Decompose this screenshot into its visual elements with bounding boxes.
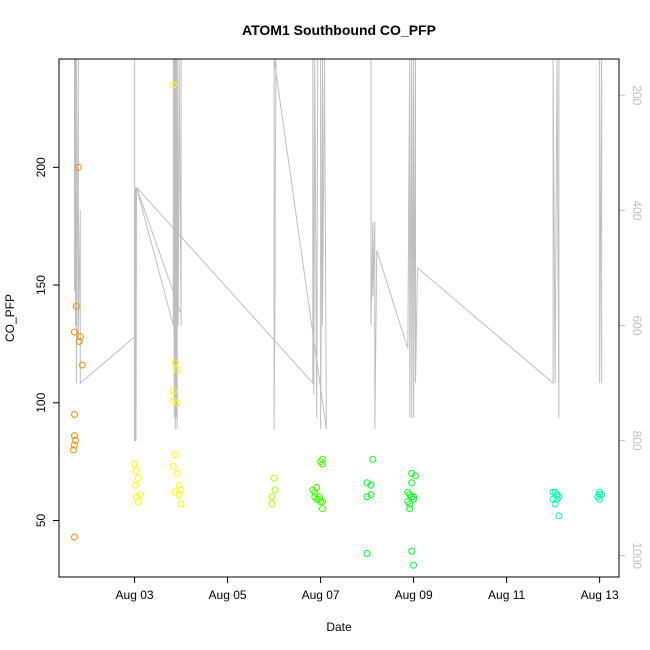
- data-point: [408, 547, 416, 555]
- y2-tick-label: 800: [630, 431, 644, 451]
- data-point: [553, 491, 561, 499]
- data-point: [134, 498, 142, 506]
- data-point: [169, 462, 177, 470]
- data-point: [270, 474, 278, 482]
- plot-frame: [58, 58, 620, 578]
- data-point: [412, 472, 419, 480]
- data-point: [406, 491, 414, 499]
- data-point: [268, 493, 276, 501]
- data-point: [72, 302, 80, 310]
- data-point: [133, 493, 140, 501]
- data-point: [551, 500, 559, 508]
- data-point: [367, 491, 375, 499]
- points-layer: [70, 81, 606, 569]
- data-point: [71, 533, 78, 541]
- data-point: [598, 491, 606, 499]
- y2-tick-label: 200: [630, 85, 644, 105]
- data-point: [173, 469, 181, 477]
- data-point: [131, 460, 139, 468]
- y2-tick-label: 600: [630, 315, 644, 335]
- data-point: [596, 491, 604, 499]
- data-point: [71, 432, 78, 440]
- y-tick-label: 200: [34, 157, 48, 177]
- data-point: [177, 486, 185, 494]
- x-tick-label: Aug 03: [116, 588, 154, 602]
- data-point: [71, 441, 78, 449]
- data-point: [555, 493, 563, 501]
- x-tick-label: Aug 05: [209, 588, 247, 602]
- data-point: [171, 359, 179, 367]
- data-point: [75, 338, 83, 345]
- data-point: [74, 163, 82, 171]
- data-point: [406, 500, 414, 508]
- data-point: [316, 493, 324, 501]
- data-point: [71, 328, 78, 336]
- data-point: [319, 460, 326, 468]
- data-point: [134, 474, 142, 482]
- data-point: [173, 366, 181, 374]
- y-tick-label: 100: [34, 392, 48, 412]
- data-point: [70, 446, 77, 454]
- data-point: [175, 481, 183, 489]
- data-point: [78, 361, 86, 369]
- data-point: [410, 495, 418, 503]
- y-axis-label: CO_PFP: [3, 294, 17, 342]
- data-point: [317, 498, 325, 506]
- data-point: [72, 436, 79, 444]
- y2-tick-label: 400: [630, 200, 644, 220]
- data-point: [555, 512, 563, 520]
- data-point: [404, 498, 412, 506]
- data-point: [410, 493, 418, 501]
- data-point: [367, 481, 375, 489]
- x-tick-label: Aug 09: [395, 588, 433, 602]
- data-point: [406, 505, 414, 513]
- data-point: [171, 451, 179, 459]
- data-point: [313, 484, 321, 491]
- x-tick-label: Aug 07: [302, 588, 340, 602]
- data-point: [169, 387, 177, 395]
- data-point: [363, 550, 371, 557]
- axes-layer: Aug 03 Aug 05 Aug 07 Aug 09 Aug 11 Aug 13 50 10…: [34, 85, 644, 602]
- data-point: [173, 399, 181, 407]
- data-point: [136, 491, 144, 499]
- data-point: [319, 455, 326, 463]
- y-tick-label: 150: [34, 275, 48, 295]
- data-point: [175, 491, 183, 499]
- data-point: [71, 411, 78, 418]
- data-point: [408, 469, 416, 477]
- data-point: [311, 488, 319, 496]
- data-point: [410, 561, 418, 569]
- data-point: [549, 495, 557, 503]
- x-tick-label: Aug 13: [581, 588, 619, 602]
- data-point: [408, 479, 416, 487]
- data-point: [177, 500, 185, 508]
- data-point: [268, 500, 276, 508]
- data-point: [76, 333, 84, 341]
- data-point: [596, 495, 604, 503]
- data-point: [271, 486, 279, 494]
- data-point: [319, 505, 326, 513]
- chart-title: ATOM1 Southbound CO_PFP: [242, 22, 436, 38]
- x-tick-label: Aug 11: [488, 588, 525, 602]
- x-axis-label: Date: [326, 620, 352, 634]
- data-point: [369, 455, 377, 463]
- y2-tick-label: 1000: [630, 542, 644, 569]
- data-point: [133, 467, 140, 475]
- data-point: [171, 488, 179, 496]
- data-point: [132, 481, 139, 489]
- data-point: [169, 81, 177, 89]
- y-tick-label: 50: [34, 513, 48, 527]
- data-point: [363, 493, 371, 501]
